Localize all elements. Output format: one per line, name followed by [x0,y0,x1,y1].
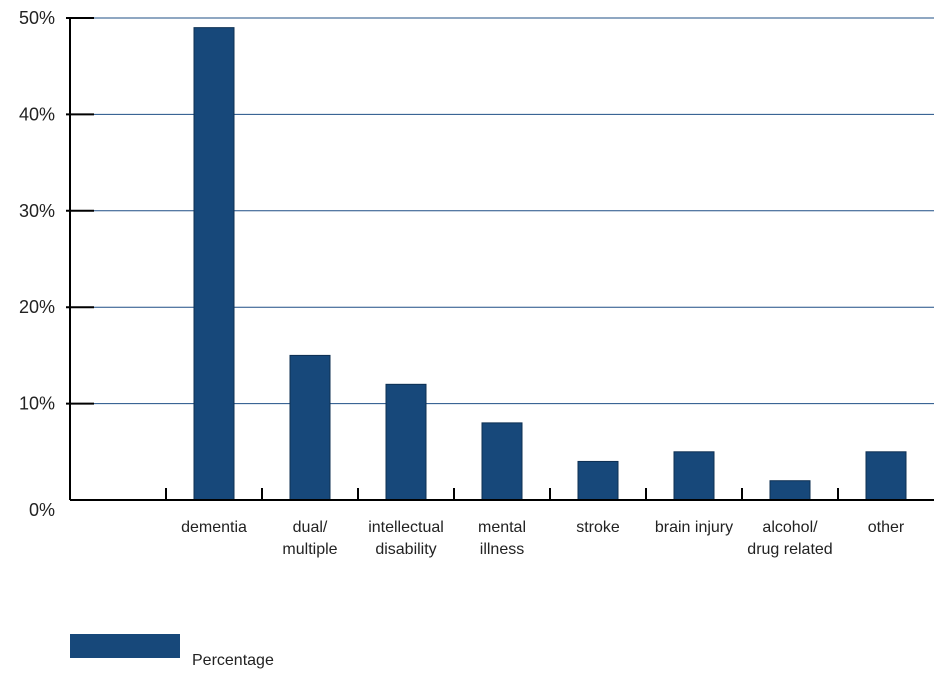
category-label-line: stroke [576,519,620,536]
category-label-line: intellectual [368,519,444,536]
y-tick-label: 10% [19,394,55,414]
labels: 0% 10% 20% 30% 40% 50% dementia dual/multiple in… [19,8,905,558]
category-label-line: dementia [181,519,247,536]
category-label-line: mental [478,519,526,536]
bar [769,480,811,501]
category-label-line: other [868,519,905,536]
category-label: mental illness [478,519,526,558]
bar [385,383,427,501]
y-tick-label: 40% [19,104,55,124]
y-tick-label: 50% [19,8,55,28]
category-label: dual/multiple [282,519,337,558]
bar [289,354,331,501]
category-label-line: brain injury [655,519,733,536]
category-label-line: drug related [747,541,832,558]
bar [577,460,619,501]
category-label-line: multiple [282,541,337,558]
legend: Percentage [70,634,274,670]
category-label-line: dual/ [293,519,328,536]
category-label: dementia [181,519,247,536]
category-label-line: disability [375,541,436,558]
category-label-line: alcohol/ [762,519,818,536]
category-label-line: illness [480,541,524,558]
y-tick-label: 20% [19,297,55,317]
bar [865,451,907,501]
bar [481,422,523,501]
bar [673,451,715,501]
legend-swatch [70,634,180,658]
y-tick-label: 0% [29,500,55,520]
category-label: intellectual disability [368,519,444,558]
y-tick-label: 30% [19,201,55,221]
bar [193,27,235,501]
legend-label: Percentage [192,652,274,669]
category-label: other [868,519,905,536]
category-label: brain injury [655,519,733,536]
category-label: alcohol/drug related [747,519,832,558]
category-label: stroke [576,519,620,536]
bars [193,27,907,501]
axes [66,17,934,501]
